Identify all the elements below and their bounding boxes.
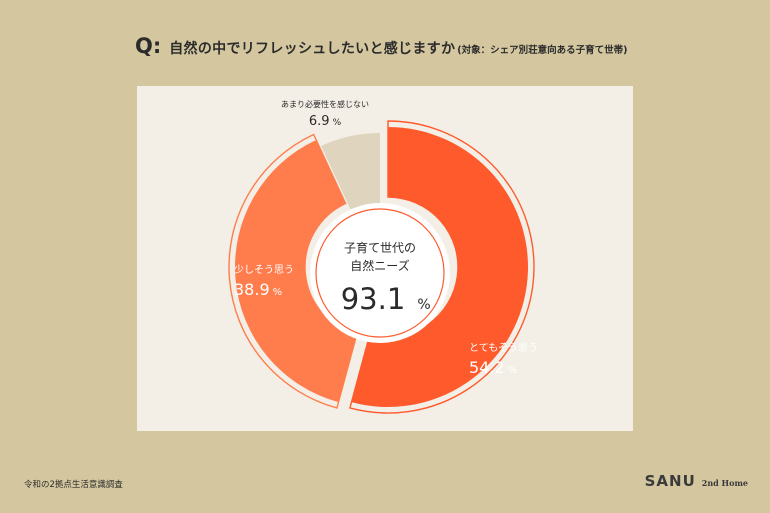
chart-panel: とてもそう思う 54.2% 少しそう思う 38.9% あまり必要性を感じない 6.9% 子… xyxy=(137,86,633,431)
question-mark: Q: xyxy=(135,34,162,58)
question-subject: (対象：シェア別荘意向ある子育て世帯) xyxy=(457,45,628,56)
brand-sub: 2nd Home xyxy=(701,478,748,488)
slice-value-2: 6.9% xyxy=(309,114,342,129)
center-unit: % xyxy=(417,297,430,313)
slice-2 xyxy=(321,133,380,210)
donut-chart: とてもそう思う 54.2 % 少しそう思う 38.9 % あまり必要性を感じない 6.9% 子… xyxy=(228,99,538,414)
slice-value-1: 38.9% xyxy=(234,280,282,299)
slice-value-0: 54.2% xyxy=(469,358,517,377)
center-line2: 自然ニーズ xyxy=(350,258,409,273)
slice-label-1: 少しそう思う xyxy=(234,264,294,276)
slice-label-0: とてもそう思う xyxy=(469,342,538,354)
source-note: 令和の2拠点生活意識調査 xyxy=(24,480,123,490)
center-value: 93.1 xyxy=(341,282,406,316)
slice-1 xyxy=(235,139,357,403)
brand-logo: SANU 2nd Home xyxy=(645,472,748,490)
brand-name: SANU xyxy=(644,472,696,490)
donut-hole xyxy=(310,203,450,343)
slice-outline-0 xyxy=(349,120,535,414)
slice-label-2: あまり必要性を感じない xyxy=(281,99,369,109)
donut-hole-ring xyxy=(315,208,445,338)
slice-outline-1 xyxy=(228,133,358,409)
center-line1: 子育て世代の xyxy=(344,240,416,255)
question-text: 自然の中でリフレッシュしたいと感じますか xyxy=(169,41,456,57)
chart-title: Q: 自然の中でリフレッシュしたいと感じますか (対象：シェア別荘意向ある子育て… xyxy=(135,34,655,64)
